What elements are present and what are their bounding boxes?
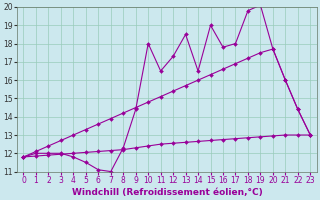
X-axis label: Windchill (Refroidissement éolien,°C): Windchill (Refroidissement éolien,°C) bbox=[72, 188, 262, 197]
